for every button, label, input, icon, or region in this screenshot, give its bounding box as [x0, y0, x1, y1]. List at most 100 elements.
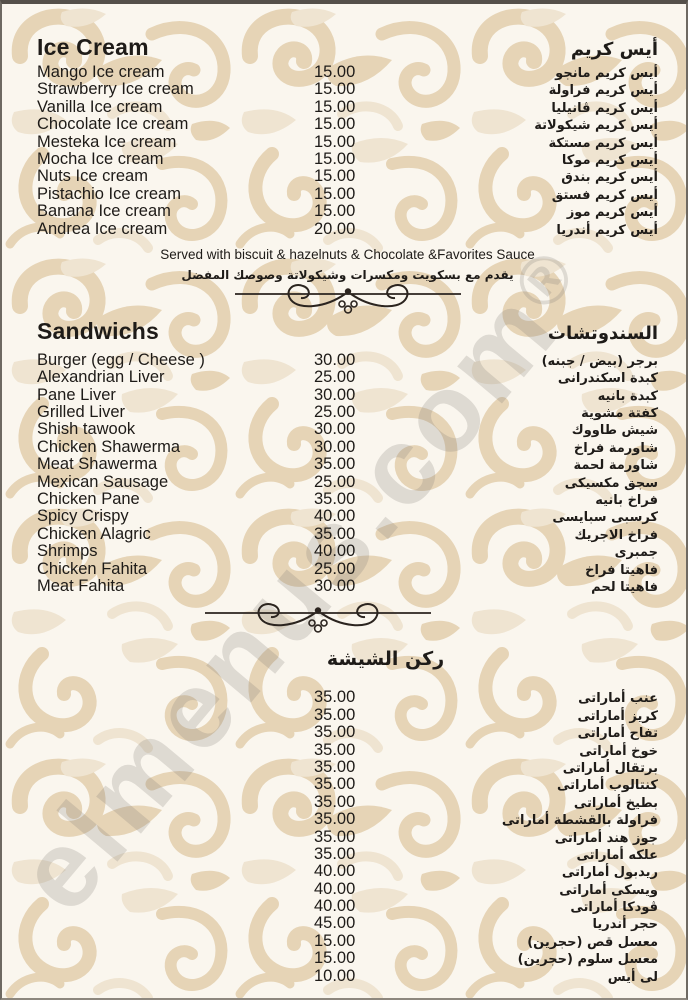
item-name-ar: برجر (بيض / جبنه) [541, 353, 658, 369]
menu-item-row: 35.00 بطيخ أماراتى [37, 793, 658, 811]
item-name-en: Spicy Crispy [37, 508, 129, 526]
item-price: 40.00 [314, 542, 356, 561]
menu-item-row: Meat Fahita 30.00 فاهيتا لحم [37, 576, 658, 595]
sandwiches-header: Sandwichs السندوتشات [37, 318, 658, 346]
shisha-items: 35.00 عنب أماراتى 35.00 كريز أماراتى 35.… [37, 688, 658, 985]
menu-item-row: Shish tawook 30.00 شيش طاووك [37, 420, 658, 439]
item-name-ar: فراخ الاجريك [574, 527, 658, 543]
menu-item-row: 45.00 حجر أندريا [37, 914, 658, 933]
menu-item-row: Chicken Fahita 25.00 فاهيتا فراخ [37, 560, 658, 578]
item-name-ar: بطيخ أماراتى [573, 795, 658, 811]
item-name-ar: فاهيتا لحم [591, 579, 658, 595]
item-name-ar: أيس كريم موكا [561, 152, 658, 168]
item-name-ar: سجق مكسيكى [564, 475, 658, 491]
item-price: 35.00 [314, 775, 356, 794]
item-name-ar: كفتة مشوية [581, 406, 658, 422]
item-name-ar: جوز هند أماراتى [554, 830, 658, 846]
menu-item-row: 35.00 خوخ أماراتى [37, 740, 658, 759]
item-name-en: Chicken Pane [37, 491, 140, 509]
item-name-ar: أيس كريم مانجو [555, 66, 658, 81]
menu-item-row: 35.00 فراولة بالقشطة أماراتى [37, 810, 658, 828]
item-name-en: Pistachio Ice cream [37, 185, 181, 203]
menu-item-row: Vanilla Ice cream 15.00 أيس كريم ڤانيليا [37, 97, 658, 116]
item-name-ar: أيس كريم فستق [551, 187, 658, 203]
item-name-ar: فاهيتا فراخ [585, 562, 658, 578]
item-name-en: Meat Shawerma [37, 456, 158, 474]
item-price: 15.00 [314, 115, 356, 134]
item-name-ar: كبدة اسكندرانى [557, 371, 658, 387]
item-price: 35.00 [314, 844, 356, 863]
menu-item-row: Meat Shawerma 35.00 شاورمة لحمة [37, 455, 658, 474]
ornamental-divider [7, 603, 628, 635]
item-name-en: Mango Ice cream [37, 64, 165, 81]
item-price: 20.00 [314, 219, 356, 238]
item-price: 30.00 [314, 420, 356, 439]
item-name-en: Strawberry Ice cream [37, 81, 194, 99]
item-name-ar: فراخ بانيه [595, 493, 658, 509]
item-price: 15.00 [314, 931, 356, 950]
item-price: 45.00 [314, 914, 356, 933]
item-name-ar: أيس كريم فراولة [548, 83, 658, 99]
item-price: 40.00 [314, 507, 356, 526]
menu-item-row: 40.00 ريدبول أماراتى [37, 862, 658, 881]
menu-item-row: 35.00 علكه أماراتى [37, 844, 658, 863]
menu-item-row: Mesteka Ice cream 15.00 أيس كريم مستكة [37, 132, 658, 151]
item-price: 35.00 [314, 827, 356, 846]
item-price: 35.00 [314, 740, 356, 759]
menu-item-row: Pane Liver 30.00 كبدة بانيه [37, 386, 658, 404]
item-name-en: Nuts Ice cream [37, 168, 148, 186]
item-name-ar: علكه أماراتى [576, 847, 658, 863]
item-name-ar: معسل قص (حجرين) [527, 934, 658, 950]
item-name-en: Vanilla Ice cream [37, 98, 163, 116]
item-price: 35.00 [314, 757, 356, 776]
item-price: 15.00 [314, 63, 356, 81]
menu-item-row: Burger (egg / Cheese ) 30.00 برجر (بيض /… [37, 350, 658, 369]
item-name-ar: كنتالوب أماراتى [556, 778, 658, 794]
item-name-en: Chicken Alagric [37, 525, 151, 543]
menu-item-row: Strawberry Ice cream 15.00 أيس كريم فراو… [37, 80, 658, 99]
sandwiches-title-en: Sandwichs [37, 317, 159, 344]
ice-cream-title-en: Ice Cream [37, 34, 149, 60]
item-price: 30.00 [314, 350, 356, 369]
item-price: 15.00 [314, 949, 356, 968]
menu-item-row: 10.00 لى أيس [37, 967, 658, 985]
menu-item-row: Mocha Ice cream 15.00 أيس كريم موكا [37, 150, 658, 168]
item-price: 35.00 [314, 455, 356, 474]
menu-item-row: 35.00 تفاح أماراتى [37, 723, 658, 742]
menu-item-row: 35.00 عنب أماراتى [37, 688, 658, 707]
ornamental-divider [37, 283, 658, 316]
item-price: 35.00 [314, 524, 356, 543]
menu-item-row: Alexandrian Liver 25.00 كبدة اسكندرانى [37, 368, 658, 387]
item-price: 15.00 [314, 97, 356, 116]
item-name-ar: كرسبى سبايسى [552, 510, 658, 526]
item-name-en: Banana Ice cream [37, 203, 171, 221]
item-name-en: Chicken Shawerma [37, 438, 181, 456]
item-name-en: Meat Fahita [37, 577, 125, 595]
item-price: 35.00 [314, 688, 356, 707]
item-price: 35.00 [314, 490, 356, 509]
item-price: 15.00 [314, 202, 356, 221]
item-name-en: Chicken Fahita [37, 560, 148, 578]
item-name-ar: ڤودكا أماراتى [570, 900, 658, 916]
menu-item-row: Nuts Ice cream 15.00 أيس كريم بندق [37, 167, 658, 186]
item-name-en: Shrimps [37, 543, 98, 561]
item-name-en: Alexandrian Liver [37, 369, 165, 387]
item-name-ar: كريز أماراتى [577, 708, 658, 724]
item-price: 15.00 [314, 132, 356, 151]
item-name-ar: خوخ أماراتى [579, 743, 658, 759]
serving-note-en: Served with biscuit & hazelnuts & Chocol… [160, 246, 535, 262]
divider-flourish-icon [204, 603, 431, 634]
menu-item-row: Chicken Alagric 35.00 فراخ الاجريك [37, 524, 658, 543]
item-name-ar: أيس كريم موز [566, 205, 658, 221]
item-price: 30.00 [314, 576, 356, 595]
item-name-ar: أيس كريم أندريا [556, 222, 658, 238]
item-name-ar: تفاح أماراتى [577, 726, 658, 742]
item-name-ar: لى أيس [607, 969, 658, 985]
item-name-ar: ريدبول أماراتى [561, 865, 658, 881]
damask-background [2, 4, 686, 998]
item-price: 25.00 [314, 403, 356, 422]
item-name-ar: جمبرى [614, 545, 658, 561]
menu-item-row: Pistachio Ice cream 15.00 أيس كريم فستق [37, 185, 658, 203]
item-name-en: Grilled Liver [37, 404, 126, 422]
